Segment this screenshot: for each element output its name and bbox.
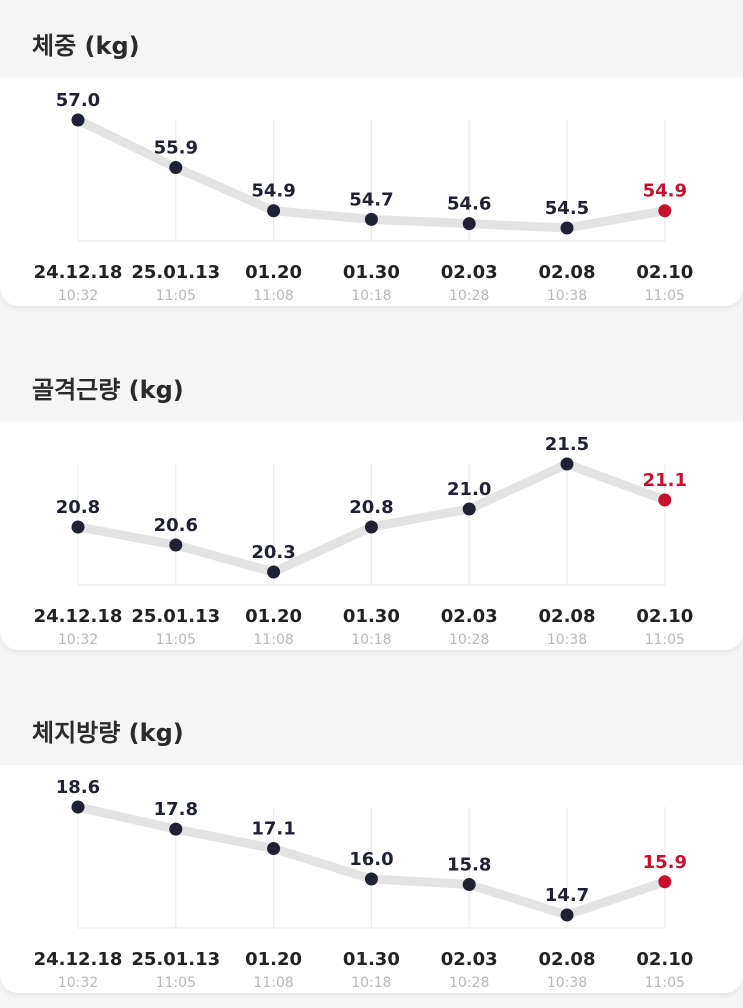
date-label: 02.10 [636, 262, 693, 283]
time-label: 11:08 [253, 632, 293, 648]
value-label: 57.0 [56, 90, 100, 111]
skeletal-muscle-header: 골격근량 (kg) [0, 344, 743, 422]
time-label: 10:32 [58, 975, 98, 991]
skeletal-muscle-chart: 20.8 20.6 20.3 20.8 21.0 21.5 21.1 24.12.18 10:3… [34, 434, 694, 648]
time-label: 11:05 [156, 975, 196, 991]
data-point[interactable] [462, 217, 476, 231]
data-point[interactable] [462, 502, 476, 516]
value-label: 21.0 [447, 479, 491, 500]
date-label: 02.08 [539, 606, 596, 627]
date-label: 02.10 [636, 949, 693, 970]
body-fat-title: 체지방량 (kg) [32, 719, 184, 747]
data-point[interactable] [364, 520, 378, 534]
time-label: 10:28 [449, 632, 489, 648]
weight-title: 체중 (kg) [32, 32, 140, 60]
data-point[interactable] [71, 520, 85, 534]
time-label: 11:05 [156, 288, 196, 304]
date-label: 24.12.18 [34, 606, 123, 627]
data-point[interactable] [462, 878, 476, 892]
value-label: 18.6 [56, 777, 100, 798]
data-point[interactable] [267, 565, 281, 579]
time-label: 10:38 [547, 975, 587, 991]
value-label: 54.7 [349, 189, 393, 210]
time-label: 10:32 [58, 632, 98, 648]
date-label: 02.03 [441, 262, 498, 283]
data-point[interactable] [364, 212, 378, 226]
time-label: 10:18 [351, 632, 391, 648]
value-label: 15.9 [643, 852, 687, 873]
date-label: 01.30 [343, 949, 400, 970]
value-label: 54.5 [545, 198, 589, 219]
time-label: 11:05 [645, 288, 685, 304]
value-label: 21.5 [545, 434, 589, 455]
time-label: 10:38 [547, 288, 587, 304]
value-label: 20.3 [251, 542, 295, 563]
time-label: 10:28 [449, 975, 489, 991]
value-label: 20.8 [349, 497, 393, 518]
time-label: 10:18 [351, 975, 391, 991]
weight-chart-card[interactable]: 57.0 55.9 54.9 54.7 54.6 54.5 54.9 24.12.18 10:3… [0, 78, 743, 306]
date-label: 01.20 [245, 262, 302, 283]
date-label: 02.03 [441, 606, 498, 627]
time-label: 11:05 [645, 975, 685, 991]
date-label: 25.01.13 [131, 262, 220, 283]
date-label: 24.12.18 [34, 262, 123, 283]
date-label: 01.20 [245, 949, 302, 970]
time-label: 10:38 [547, 632, 587, 648]
date-label: 25.01.13 [131, 949, 220, 970]
data-point[interactable] [169, 161, 183, 175]
time-label: 11:05 [156, 632, 196, 648]
date-label: 01.30 [343, 262, 400, 283]
value-label: 20.8 [56, 497, 100, 518]
date-label: 02.10 [636, 606, 693, 627]
time-label: 10:18 [351, 288, 391, 304]
data-point[interactable] [364, 872, 378, 886]
value-label: 17.8 [154, 799, 198, 820]
skeletal-muscle-title: 골격근량 (kg) [32, 376, 184, 404]
skeletal-muscle-chart-card[interactable]: 20.8 20.6 20.3 20.8 21.0 21.5 21.1 24.12.18 10:3… [0, 422, 743, 650]
date-label: 01.30 [343, 606, 400, 627]
time-label: 11:05 [645, 632, 685, 648]
data-point[interactable] [560, 457, 574, 471]
value-label: 54.9 [643, 181, 687, 202]
weight-header: 체중 (kg) [0, 0, 743, 78]
value-label: 54.9 [251, 181, 295, 202]
time-label: 11:08 [253, 288, 293, 304]
time-label: 10:28 [449, 288, 489, 304]
body-fat-chart: 18.6 17.8 17.1 16.0 15.8 14.7 15.9 24.12.18 10:3… [34, 777, 694, 991]
weight-chart: 57.0 55.9 54.9 54.7 54.6 54.5 54.9 24.12.18 10:3… [34, 90, 694, 304]
latest-data-point[interactable] [658, 875, 672, 889]
value-label: 55.9 [154, 138, 198, 159]
time-label: 11:08 [253, 975, 293, 991]
body-fat-chart-card[interactable]: 18.6 17.8 17.1 16.0 15.8 14.7 15.9 24.12.18 10:3… [0, 765, 743, 993]
body-fat-header: 체지방량 (kg) [0, 687, 743, 765]
data-point[interactable] [169, 822, 183, 836]
value-label: 54.6 [447, 194, 491, 215]
date-label: 02.08 [539, 949, 596, 970]
data-point[interactable] [71, 113, 85, 127]
value-label: 20.6 [154, 515, 198, 536]
value-label: 15.8 [447, 855, 491, 876]
data-point[interactable] [267, 842, 281, 856]
date-label: 02.08 [539, 262, 596, 283]
data-point[interactable] [267, 204, 281, 218]
date-label: 01.20 [245, 606, 302, 627]
date-label: 25.01.13 [131, 606, 220, 627]
value-label: 16.0 [349, 849, 393, 870]
value-label: 14.7 [545, 885, 589, 906]
value-label: 21.1 [643, 470, 687, 491]
time-label: 10:32 [58, 288, 98, 304]
date-label: 24.12.18 [34, 949, 123, 970]
data-point[interactable] [169, 538, 183, 552]
date-label: 02.03 [441, 949, 498, 970]
value-label: 17.1 [251, 819, 295, 840]
data-point[interactable] [560, 908, 574, 922]
data-point[interactable] [560, 221, 574, 235]
data-point[interactable] [71, 800, 85, 814]
latest-data-point[interactable] [658, 204, 672, 218]
latest-data-point[interactable] [658, 493, 672, 507]
